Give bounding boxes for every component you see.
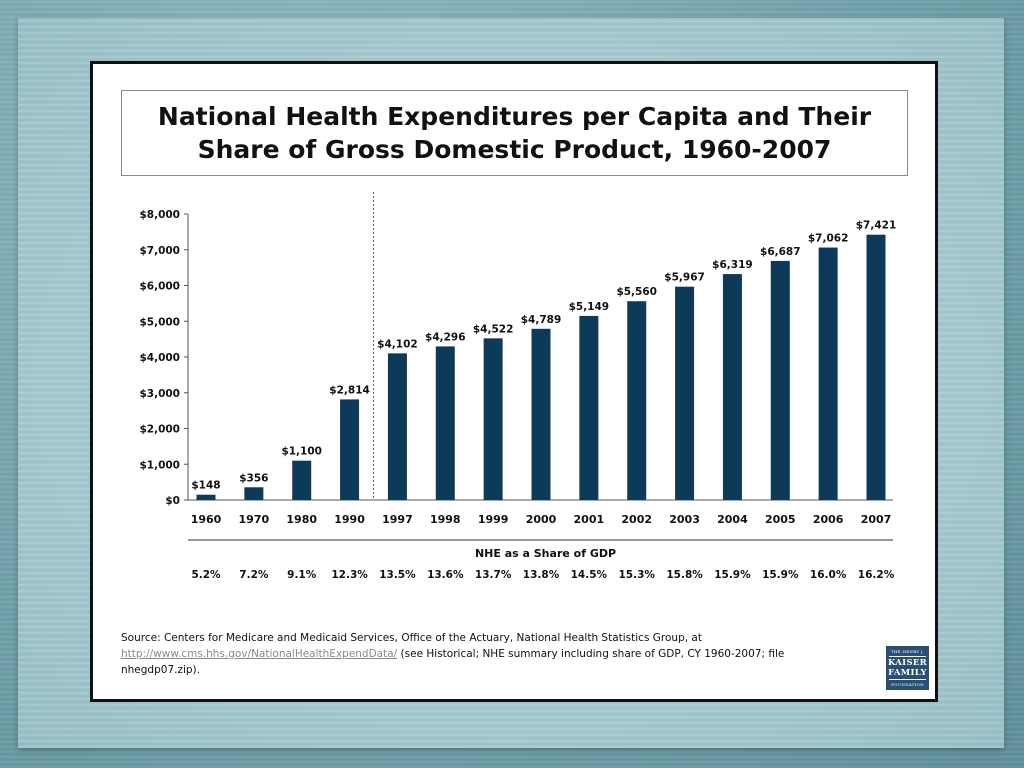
bar-value-label: $7,062 bbox=[808, 233, 849, 245]
y-tick-label: $6,000 bbox=[139, 281, 180, 293]
bar bbox=[579, 315, 599, 500]
bar-value-label: $4,296 bbox=[425, 331, 466, 343]
gdp-share-value: 15.9% bbox=[762, 569, 799, 581]
bar bbox=[770, 260, 790, 500]
bar-value-label: $148 bbox=[191, 480, 220, 492]
bar-value-label: $4,102 bbox=[377, 338, 418, 350]
y-tick-label: $7,000 bbox=[139, 245, 180, 257]
bar-value-label: $7,421 bbox=[856, 220, 897, 232]
y-tick-label: $2,000 bbox=[139, 424, 180, 436]
gdp-share-value: 13.6% bbox=[427, 569, 464, 581]
gdp-share-value: 13.5% bbox=[379, 569, 416, 581]
x-tick-label: 2002 bbox=[621, 513, 652, 526]
y-tick-label: $1,000 bbox=[139, 459, 180, 471]
bar bbox=[483, 338, 503, 500]
gdp-share-value: 16.2% bbox=[858, 569, 895, 581]
y-tick-label: $4,000 bbox=[139, 352, 180, 364]
gdp-share-value: 7.2% bbox=[239, 569, 269, 581]
bar bbox=[818, 247, 838, 500]
x-tick-label: 1997 bbox=[382, 513, 413, 526]
bar-value-label: $5,967 bbox=[664, 272, 705, 284]
y-tick-label: $3,000 bbox=[139, 388, 180, 400]
bar bbox=[196, 494, 216, 500]
gdp-share-value: 5.2% bbox=[191, 569, 221, 581]
gdp-share-value: 13.8% bbox=[523, 569, 560, 581]
x-tick-label: 1980 bbox=[286, 513, 317, 526]
gdp-share-value: 16.0% bbox=[810, 569, 847, 581]
source-link[interactable]: http://www.cms.hhs.gov/NationalHealthExp… bbox=[121, 648, 398, 660]
y-tick-label: $0 bbox=[165, 495, 180, 507]
bar bbox=[722, 274, 742, 500]
bar-value-label: $6,319 bbox=[712, 259, 753, 271]
source-text-1: Source: Centers for Medicare and Medicai… bbox=[121, 632, 702, 644]
x-tick-label: 2004 bbox=[717, 513, 748, 526]
bar bbox=[627, 301, 647, 500]
x-tick-label: 1998 bbox=[430, 513, 461, 526]
bar bbox=[675, 286, 695, 500]
x-tick-label: 1960 bbox=[191, 513, 222, 526]
gdp-share-value: 15.9% bbox=[714, 569, 751, 581]
bar bbox=[531, 328, 551, 500]
source-text-3: nhegdp07.zip). bbox=[121, 664, 200, 676]
gdp-share-value: 15.3% bbox=[618, 569, 655, 581]
gdp-share-value: 13.7% bbox=[475, 569, 512, 581]
bar-value-label: $6,687 bbox=[760, 246, 801, 258]
x-tick-label: 2000 bbox=[526, 513, 557, 526]
x-tick-label: 1990 bbox=[334, 513, 365, 526]
bar-value-label: $4,522 bbox=[473, 323, 514, 335]
logo-line-4: FOUNDATION bbox=[891, 682, 924, 687]
logo-line-3: FAMILY bbox=[888, 668, 927, 678]
bar bbox=[866, 234, 886, 500]
bar bbox=[340, 399, 360, 500]
x-tick-label: 2003 bbox=[669, 513, 700, 526]
slide: National Health Expenditures per Capita … bbox=[90, 61, 938, 702]
bar bbox=[292, 460, 312, 500]
chart-title: National Health Expenditures per Capita … bbox=[158, 100, 871, 166]
bar-value-label: $4,789 bbox=[521, 314, 562, 326]
bar-value-label: $356 bbox=[239, 472, 268, 484]
x-tick-label: 2006 bbox=[813, 513, 844, 526]
gdp-share-value: 9.1% bbox=[287, 569, 317, 581]
x-tick-label: 2007 bbox=[861, 513, 892, 526]
y-tick-label: $8,000 bbox=[139, 209, 180, 221]
logo-line-2: KAISER bbox=[887, 658, 928, 668]
bar-value-label: $2,814 bbox=[329, 384, 370, 396]
source-text-2: (see Historical; NHE summary including s… bbox=[397, 648, 785, 660]
y-tick-label: $5,000 bbox=[139, 316, 180, 328]
gdp-share-value: 12.3% bbox=[331, 569, 368, 581]
bar bbox=[435, 346, 455, 500]
gdp-share-value: 14.5% bbox=[571, 569, 608, 581]
x-tick-label: 1999 bbox=[478, 513, 509, 526]
chart-title-line-2: Share of Gross Domestic Product, 1960-20… bbox=[197, 135, 832, 164]
x-tick-label: 2005 bbox=[765, 513, 796, 526]
chart-title-box: National Health Expenditures per Capita … bbox=[121, 90, 908, 176]
bar-value-label: $1,100 bbox=[281, 446, 322, 458]
kaiser-family-foundation-logo: THE HENRY J. KAISER FAMILY FOUNDATION bbox=[886, 646, 929, 690]
chart-title-line-1: National Health Expenditures per Capita … bbox=[157, 102, 872, 131]
logo-line-1: THE HENRY J. bbox=[890, 649, 925, 654]
gdp-share-value: 15.8% bbox=[666, 569, 703, 581]
x-tick-label: 1970 bbox=[239, 513, 270, 526]
x-tick-label: 2001 bbox=[574, 513, 605, 526]
gdp-share-heading: NHE as a Share of GDP bbox=[475, 547, 616, 560]
source-note: Source: Centers for Medicare and Medicai… bbox=[121, 630, 851, 678]
bar-chart: $0 $1,000 $2,000 $3,000 $4,000 $5,000 $6,000 $7… bbox=[139, 192, 897, 581]
bar bbox=[244, 487, 264, 500]
bar-value-label: $5,560 bbox=[616, 286, 657, 298]
bar-value-label: $5,149 bbox=[569, 301, 610, 313]
bar bbox=[387, 353, 407, 500]
